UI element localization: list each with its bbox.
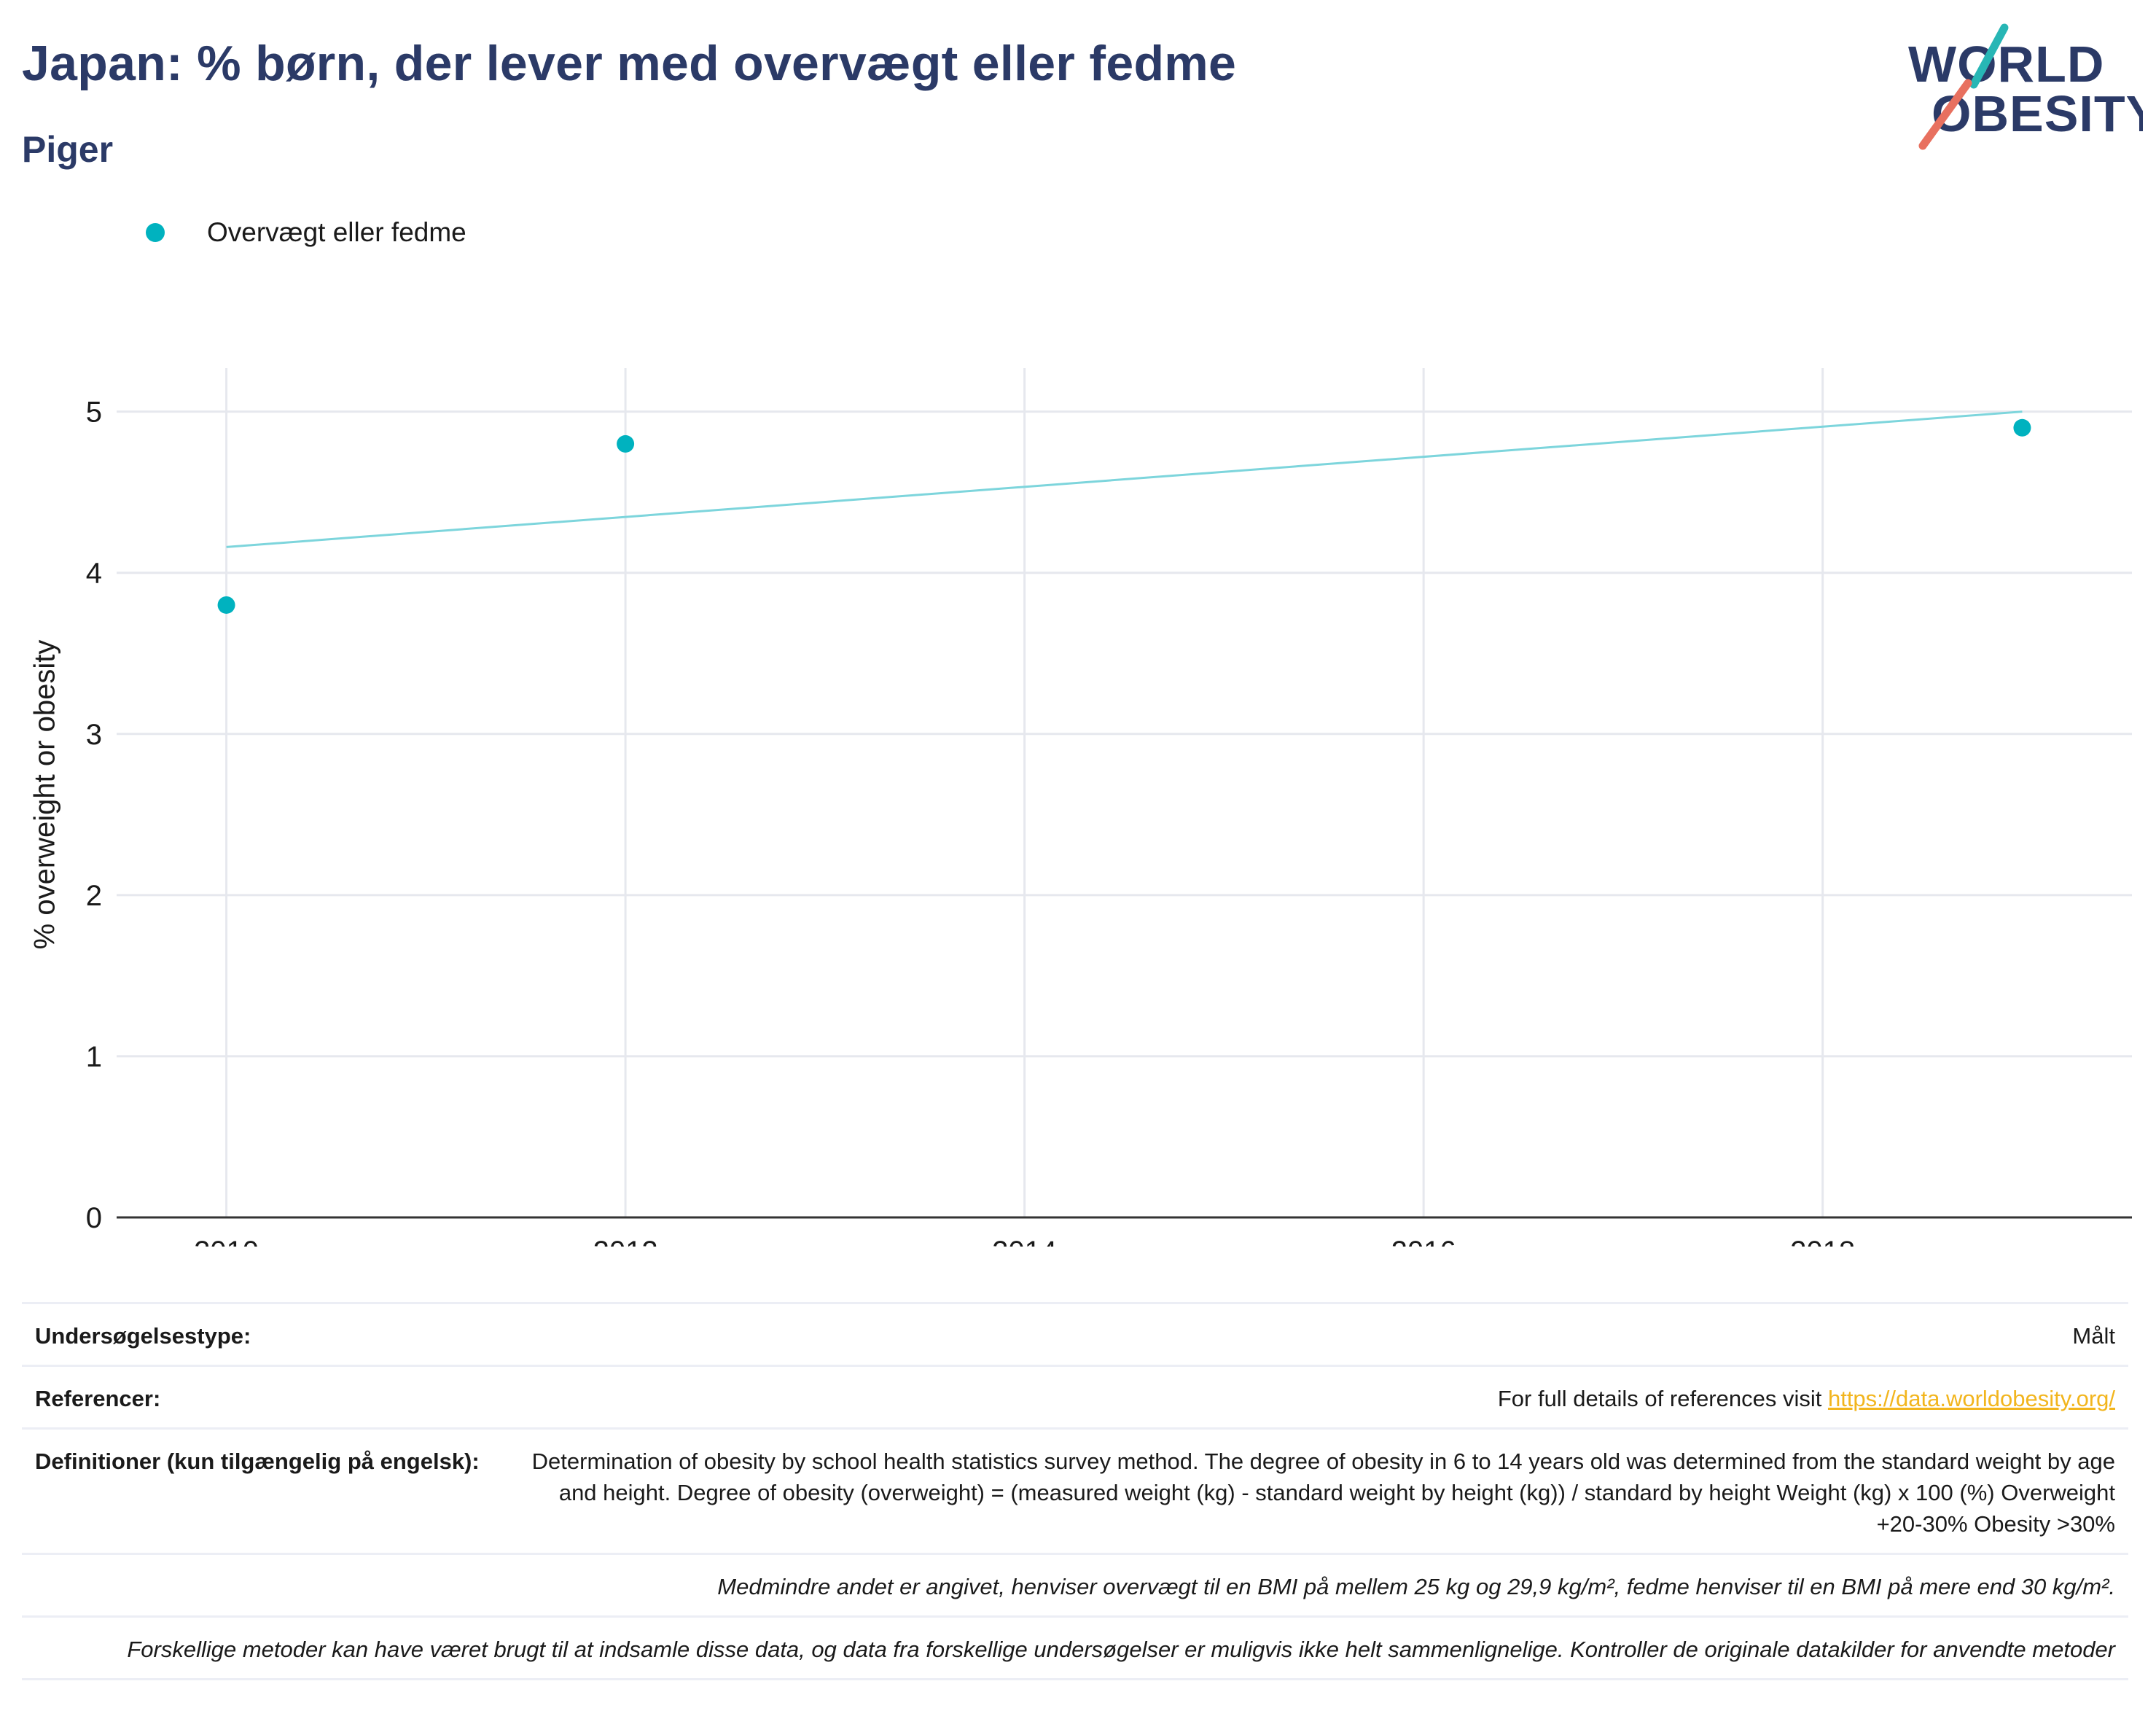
info-row-survey-type: Undersøgelsestype: Målt <box>22 1302 2128 1365</box>
x-tick-label: 2010 <box>194 1236 259 1247</box>
references-link[interactable]: https://data.worldobesity.org/ <box>1827 1386 2115 1411</box>
definitions-label: Definitioner (kun tilgængelig på engelsk… <box>35 1449 480 1474</box>
page-subtitle: Piger <box>22 129 114 170</box>
data-point <box>617 434 635 453</box>
definitions-value: Determination of obesity by school healt… <box>531 1449 2115 1537</box>
y-tick-label: 1 <box>86 1041 102 1073</box>
y-tick-label: 3 <box>86 719 102 751</box>
info-row-references: Referencer: For full details of referenc… <box>22 1365 2128 1427</box>
y-tick-label: 4 <box>86 558 102 590</box>
references-value: For full details of references visit htt… <box>1498 1383 2115 1414</box>
survey-type-value: Målt <box>2072 1323 2115 1349</box>
trend-line <box>226 410 2023 548</box>
y-tick-label: 0 <box>86 1202 102 1234</box>
info-table: Undersøgelsestype: Målt Referencer: For … <box>22 1302 2128 1680</box>
data-point <box>217 596 235 614</box>
y-axis-label: % overweight or obesity <box>28 639 61 950</box>
logo-text-obesity: OBESITY <box>1932 85 2143 142</box>
legend-marker <box>146 223 165 242</box>
info-row-bmi-note: Medmindre andet er angivet, henviser ove… <box>22 1553 2128 1615</box>
y-tick-label: 2 <box>86 880 102 912</box>
logo-text-world: WORLD <box>1908 36 2104 93</box>
x-tick-label: 2012 <box>593 1236 658 1247</box>
chart-plot: 2010 2012 2014 2016 2018 0 1 2 3 4 5 <box>86 368 2132 1247</box>
methods-note: Forskellige metoder kan have været brugt… <box>127 1637 2115 1662</box>
logo-slash-coral <box>1918 79 1972 150</box>
legend-label: Overvægt eller fedme <box>207 217 466 247</box>
info-row-definitions: Definitioner (kun tilgængelig på engelsk… <box>22 1427 2128 1553</box>
data-point <box>2013 418 2031 437</box>
bmi-note: Medmindre andet er angivet, henviser ove… <box>717 1574 2115 1599</box>
logo-slash-teal <box>1969 23 2009 89</box>
chart-legend: Overvægt eller fedme <box>146 217 466 248</box>
world-obesity-logo: WORLD OBESITY <box>1908 23 2143 150</box>
x-tick-label: 2018 <box>1790 1236 1855 1247</box>
page-title: Japan: % børn, der lever med overvægt el… <box>22 36 1237 91</box>
x-tick-label: 2014 <box>992 1236 1057 1247</box>
info-row-methods-note: Forskellige metoder kan have været brugt… <box>22 1615 2128 1680</box>
references-label: Referencer: <box>35 1386 161 1411</box>
references-text: For full details of references visit <box>1497 1386 1828 1411</box>
x-tick-label: 2016 <box>1391 1236 1456 1247</box>
survey-type-label: Undersøgelsestype: <box>35 1323 251 1349</box>
y-tick-label: 5 <box>86 397 102 429</box>
